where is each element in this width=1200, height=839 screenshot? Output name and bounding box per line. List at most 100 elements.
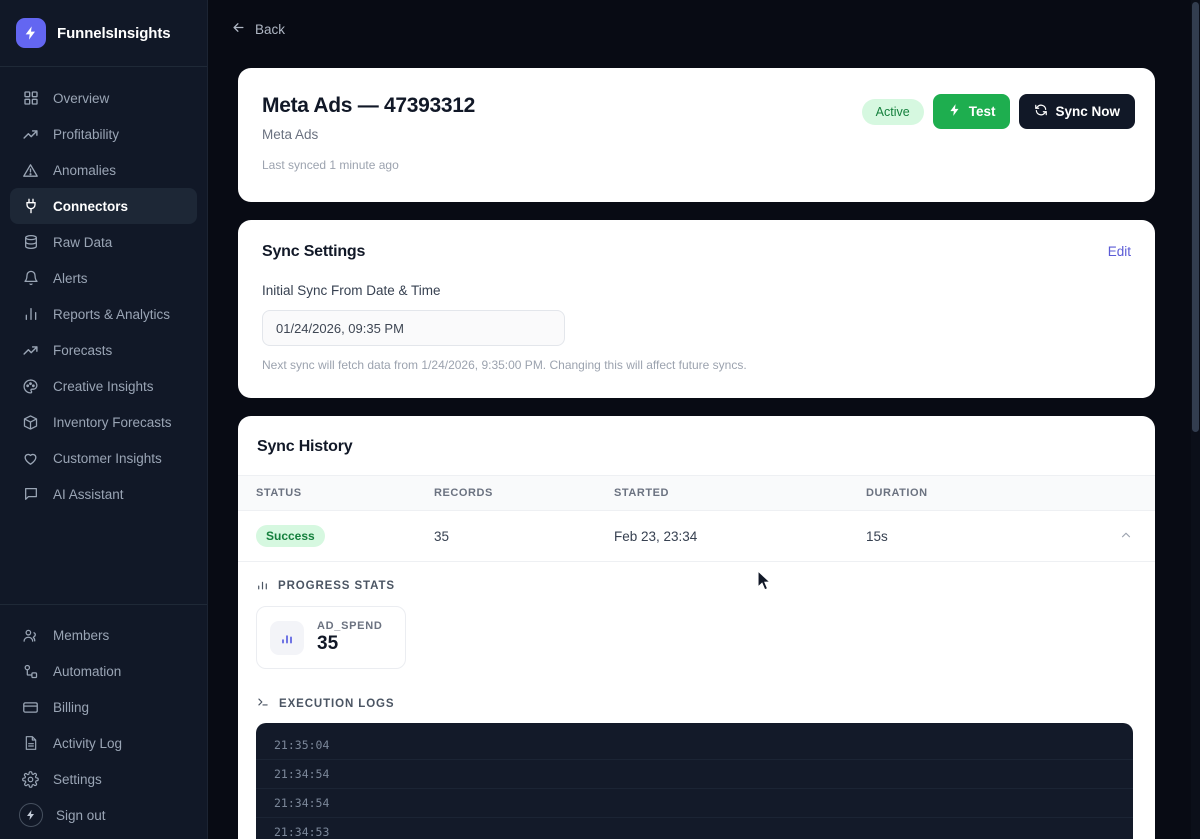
bolt-icon	[16, 18, 46, 48]
sync-history-title: Sync History	[257, 438, 353, 455]
sidebar-item-label: Customer Insights	[53, 450, 162, 466]
sidebar-item-automation[interactable]: Automation	[10, 653, 197, 689]
sync-history-card: Sync History STATUS RECORDS STARTED DURA…	[238, 416, 1155, 839]
sidebar-item-forecasts[interactable]: Forecasts	[10, 332, 197, 368]
sync-settings-card: Sync Settings Edit Initial Sync From Dat…	[238, 220, 1155, 398]
last-synced-text: Last synced 1 minute ago	[262, 158, 399, 172]
sidebar-item-members[interactable]: Members	[10, 617, 197, 653]
sidebar-item-label: Inventory Forecasts	[53, 414, 172, 430]
sidebar-item-label: Members	[53, 627, 110, 643]
sidebar-item-anomalies[interactable]: Anomalies	[10, 152, 197, 188]
status-badge: Success	[256, 525, 325, 547]
credit-card-icon	[22, 699, 39, 716]
execution-logs-panel[interactable]: 21:35:04 21:34:54 21:34:54 21:34:53	[256, 723, 1133, 839]
sidebar-item-customer-insights[interactable]: Customer Insights	[10, 440, 197, 476]
stat-text: AD_SPEND 35	[317, 620, 383, 655]
sidebar-item-reports-analytics[interactable]: Reports & Analytics	[10, 296, 197, 332]
sync-now-button-label: Sync Now	[1055, 104, 1120, 119]
initial-sync-datetime-input[interactable]: 01/24/2026, 09:35 PM	[262, 310, 565, 346]
column-header-started: STARTED	[614, 475, 866, 511]
page-scrollbar-thumb[interactable]	[1192, 2, 1199, 432]
sidebar-divider	[0, 604, 207, 605]
column-header-duration: DURATION	[866, 475, 1056, 511]
stat-card-ad-spend: AD_SPEND 35	[256, 606, 406, 669]
heart-icon	[22, 450, 39, 467]
table-body: Success 35 Feb 23, 23:34 15s	[238, 510, 1155, 562]
sidebar-item-label: Forecasts	[53, 342, 113, 358]
sidebar-item-label: Connectors	[53, 198, 129, 214]
sidebar-item-billing[interactable]: Billing	[10, 689, 197, 725]
log-line: 21:35:04	[256, 731, 1133, 760]
bar-chart-icon	[256, 578, 269, 594]
log-line: 21:34:54	[256, 760, 1133, 789]
column-header-status: STATUS	[238, 475, 434, 511]
database-icon	[22, 234, 39, 251]
connector-header-card: Meta Ads — 47393312 Meta Ads Last synced…	[238, 68, 1155, 202]
brand[interactable]: FunnelsInsights	[0, 0, 207, 67]
cell-records: 35	[434, 510, 614, 562]
sync-history-table: STATUS RECORDS STARTED DURATION Success	[238, 475, 1155, 562]
sidebar-item-inventory-forecasts[interactable]: Inventory Forecasts	[10, 404, 197, 440]
sidebar-item-label: Billing	[53, 699, 90, 715]
sidebar-item-settings[interactable]: Settings	[10, 761, 197, 797]
sidebar-item-connectors[interactable]: Connectors	[10, 188, 197, 224]
sidebar-item-label: Settings	[53, 771, 102, 787]
sidebar-item-label: Activity Log	[53, 735, 123, 751]
execution-logs-label: EXECUTION LOGS	[256, 695, 1133, 712]
arrow-left-icon	[231, 20, 246, 38]
refresh-icon	[1034, 103, 1048, 120]
initial-sync-label: Initial Sync From Date & Time	[262, 283, 441, 298]
column-header-expand	[1056, 475, 1155, 511]
sidebar-nav-bottom: Members Automation Billing Activity Log …	[0, 605, 207, 839]
page-scrollbar[interactable]	[1191, 0, 1200, 839]
page-title: Meta Ads — 47393312	[262, 94, 475, 117]
trending-up-icon	[22, 342, 39, 359]
progress-stats-label-text: PROGRESS STATS	[278, 580, 395, 592]
initial-sync-hint: Next sync will fetch data from 1/24/2026…	[262, 358, 747, 372]
main-content: Back Meta Ads — 47393312 Meta Ads Last s…	[208, 0, 1200, 839]
status-badge: Active	[861, 98, 924, 125]
connector-type: Meta Ads	[262, 127, 319, 142]
sidebar-item-activity-log[interactable]: Activity Log	[10, 725, 197, 761]
trending-up-icon	[22, 126, 39, 143]
sidebar-item-label: Overview	[53, 90, 110, 106]
progress-stats-label: PROGRESS STATS	[256, 578, 1133, 594]
sidebar-item-alerts[interactable]: Alerts	[10, 260, 197, 296]
log-time: 21:34:53	[274, 825, 330, 839]
log-line: 21:34:54	[256, 789, 1133, 818]
table-row[interactable]: Success 35 Feb 23, 23:34 15s	[238, 510, 1155, 562]
sidebar-item-creative-insights[interactable]: Creative Insights	[10, 368, 197, 404]
sidebar-item-label: Anomalies	[53, 162, 117, 178]
terminal-icon	[256, 695, 270, 712]
log-line: 21:34:53	[256, 818, 1133, 839]
stat-key: AD_SPEND	[317, 620, 383, 632]
sidebar-item-profitability[interactable]: Profitability	[10, 116, 197, 152]
sidebar-item-ai-assistant[interactable]: AI Assistant	[10, 476, 197, 512]
sidebar: FunnelsInsights Overview Profitability A…	[0, 0, 208, 839]
message-square-icon	[22, 486, 39, 503]
sync-row-expanded-panel: PROGRESS STATS AD_SPEND 35	[238, 562, 1155, 839]
table-header: STATUS RECORDS STARTED DURATION	[238, 475, 1155, 511]
initial-sync-datetime-value: 01/24/2026, 09:35 PM	[276, 320, 404, 336]
log-time: 21:34:54	[274, 796, 330, 810]
sync-now-button[interactable]: Sync Now	[1019, 94, 1135, 129]
sidebar-item-raw-data[interactable]: Raw Data	[10, 224, 197, 260]
stat-value: 35	[317, 633, 339, 654]
palette-icon	[22, 378, 39, 395]
back-label: Back	[255, 21, 286, 37]
test-button[interactable]: Test	[932, 94, 1011, 129]
bolt-icon	[19, 803, 43, 827]
sign-out-button[interactable]: Sign out	[10, 797, 197, 833]
sidebar-item-label: Creative Insights	[53, 378, 154, 394]
sidebar-item-overview[interactable]: Overview	[10, 80, 197, 116]
bell-icon	[22, 270, 39, 287]
chevron-up-icon[interactable]	[1119, 528, 1133, 545]
cell-status: Success	[238, 510, 434, 562]
bar-chart-icon	[22, 306, 39, 323]
sync-history-header: Sync History	[238, 416, 1155, 475]
edit-link[interactable]: Edit	[1107, 244, 1131, 259]
back-button[interactable]: Back	[231, 20, 285, 38]
progress-stats-row: AD_SPEND 35	[256, 606, 1133, 669]
sidebar-item-label: Reports & Analytics	[53, 306, 171, 322]
alert-triangle-icon	[22, 162, 39, 179]
